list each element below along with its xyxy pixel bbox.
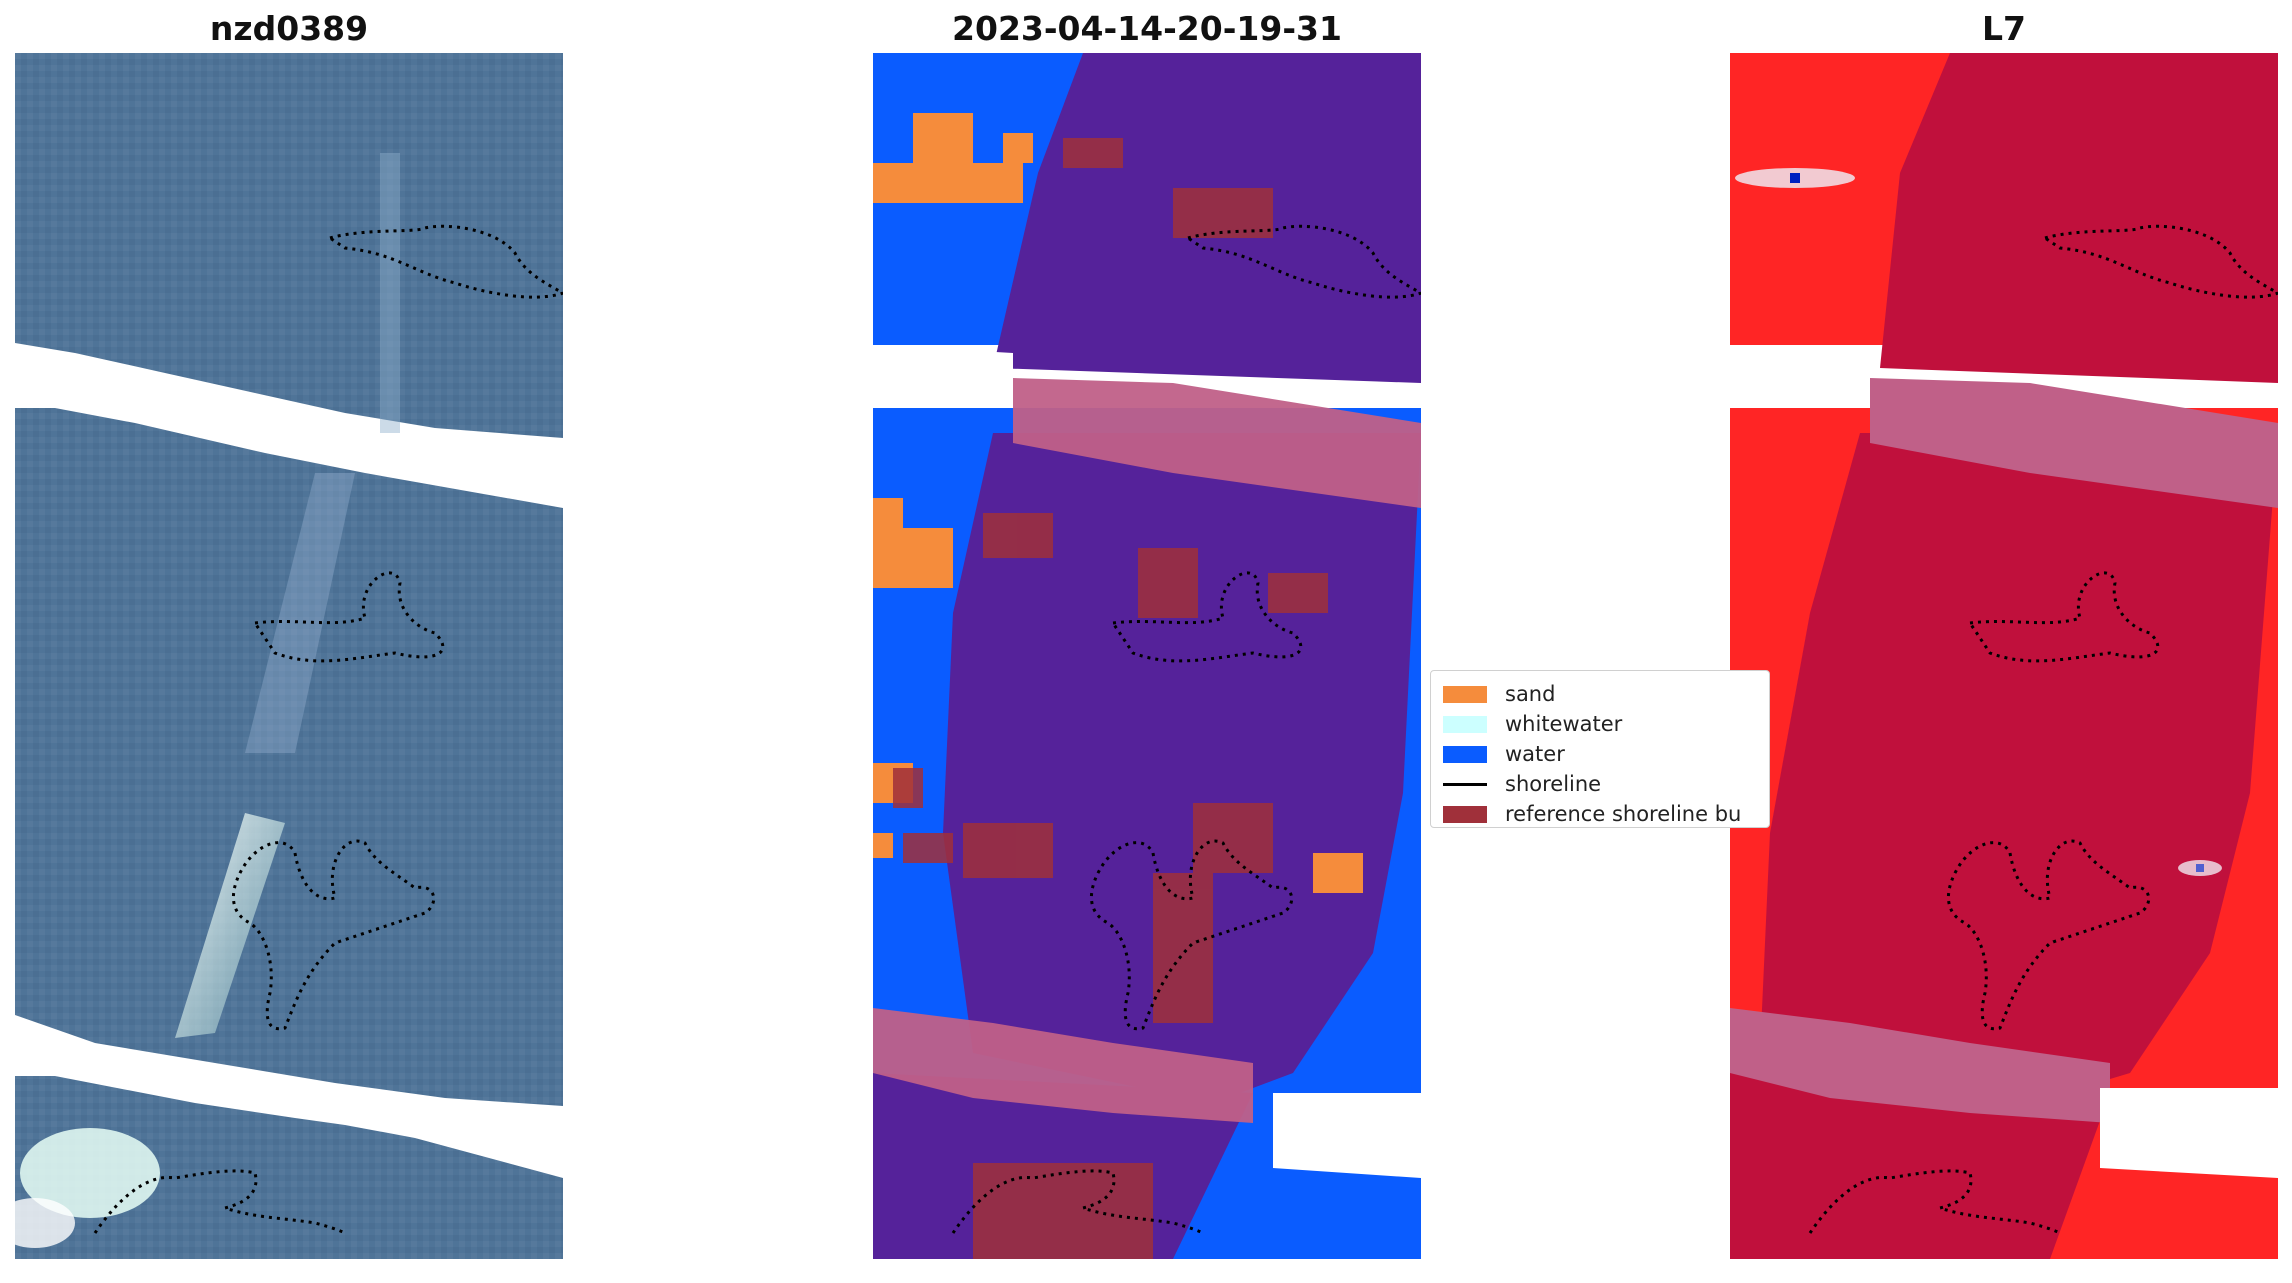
panel-title-index: L7 xyxy=(1982,9,2026,48)
reference-shoreline-index xyxy=(1808,224,2278,1235)
legend-label-water: water xyxy=(1505,742,1565,766)
legend-label-reference-buffer: reference shoreline bu xyxy=(1505,802,1742,826)
class-band-bottom xyxy=(873,1008,1253,1123)
rgb-strip-top xyxy=(15,53,563,438)
index-low-middle xyxy=(1760,433,2278,1103)
legend-label-shoreline: shoreline xyxy=(1505,772,1602,796)
legend-label-whitewater: whitewater xyxy=(1505,712,1623,736)
reference-shoreline-rgb xyxy=(93,224,563,1235)
legend-swatch-whitewater xyxy=(1443,715,1487,733)
legend-item-water: water xyxy=(1443,739,1769,769)
panel-title-rgb: nzd0389 xyxy=(209,9,369,48)
legend-item-reference-buffer: reference shoreline bu xyxy=(1443,799,1769,827)
legend-swatch-water xyxy=(1443,745,1487,763)
index-panel xyxy=(1730,53,2278,1259)
index-low-top xyxy=(1880,53,2278,383)
legend-swatch-sand xyxy=(1443,685,1487,703)
rgb-strip-middle xyxy=(15,408,563,1106)
legend-swatch-reference-buffer xyxy=(1443,805,1487,823)
rgb-strip-bottom xyxy=(15,1076,563,1259)
class-band-top xyxy=(1013,378,1421,508)
class-reference-buffer xyxy=(893,138,1328,1259)
legend-item-shoreline: shoreline xyxy=(1443,769,1769,799)
legend-label-sand: sand xyxy=(1505,682,1556,706)
legend-item-whitewater: whitewater xyxy=(1443,709,1769,739)
panel-title-classification: 2023-04-14-20-19-31 xyxy=(952,9,1342,48)
legend-line-shoreline xyxy=(1443,782,1487,786)
legend: sand whitewater water shoreline referenc… xyxy=(1430,670,1770,828)
rgb-image-panel xyxy=(15,53,563,1259)
reference-shoreline-classification xyxy=(951,224,1421,1235)
legend-item-sand: sand xyxy=(1443,679,1769,709)
classification-panel xyxy=(873,53,1421,1259)
